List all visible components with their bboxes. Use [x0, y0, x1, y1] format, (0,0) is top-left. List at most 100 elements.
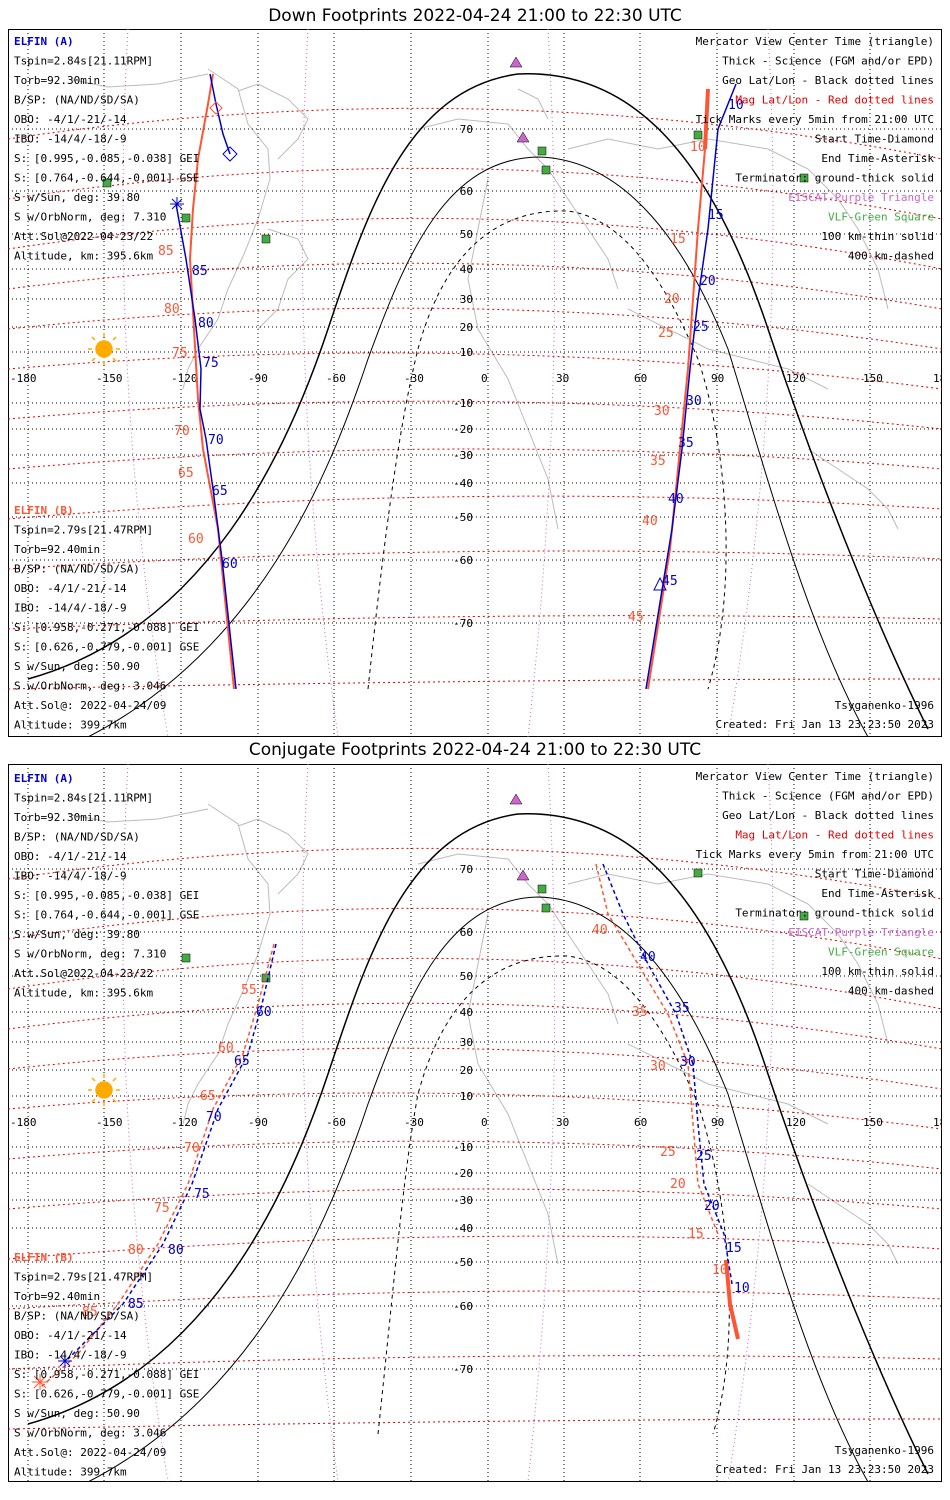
elfin-b-science-segment	[724, 1259, 740, 1340]
elfin-info-line: Tspin=2.84s[21.11RPM]	[14, 792, 153, 805]
lon-label: -120	[171, 372, 198, 385]
vlf-square	[541, 903, 551, 913]
vlf-square	[799, 911, 809, 921]
eiscat-triangle	[509, 56, 523, 68]
sun-icon	[88, 333, 120, 365]
lon-label: -180	[10, 372, 37, 385]
legend-item: Terminator: ground-thick solid	[735, 172, 934, 185]
elfin-info-line: IBO: -14/4/-18/-9	[14, 133, 127, 146]
elfin-a-info: ELFIN (A) Tspin=2.84s[21.11RPM] Torb=92.30…	[14, 772, 199, 1000]
model-name: Tsyganenko-1996	[835, 699, 934, 712]
lon-label: 0	[481, 1116, 488, 1129]
lat-label: 20	[460, 321, 473, 334]
lon-label: 120	[786, 372, 806, 385]
track-tick-label: 85	[158, 244, 174, 259]
track-tick-label: 40	[642, 514, 658, 529]
lon-label: 60	[634, 1116, 647, 1129]
legend-item: Tick Marks every 5min from 21:00 UTC	[696, 848, 934, 861]
lon-label: -60	[326, 1116, 346, 1129]
track-tick-label: 65	[200, 1089, 216, 1104]
lon-label: 180	[933, 372, 942, 385]
lon-labels: -180 -150 -120 -90 -60 -30 0 30 60 90 120 150 180	[10, 1116, 942, 1129]
start-end-markers	[32, 1354, 72, 1390]
elfin-info-line: S: [0.764,-0.644,-0.001] GSE	[14, 909, 199, 922]
track-tick-label: 30	[650, 1059, 666, 1074]
track-tick-label: 80	[128, 1243, 144, 1258]
model-name: Tsyganenko-1996	[835, 1444, 934, 1457]
track-b-labels: 85 80 75 70 65 60 10 15 20 25 30 35 40 45	[158, 140, 706, 625]
track-tick-label: 25	[696, 1149, 712, 1164]
panel-title: Down Footprints 2022-04-24 21:00 to 22:3…	[268, 6, 682, 26]
vlf-square	[799, 173, 809, 183]
track-tick-label: 80	[164, 302, 180, 317]
elfin-info-line: B/SP: (NA/ND/SD/SA)	[14, 831, 140, 844]
lon-label: 0	[481, 372, 488, 385]
mag-grid	[8, 847, 942, 1430]
elfin-info-line: Torb=92.40min	[14, 1290, 100, 1303]
lat-label: 50	[460, 970, 473, 983]
track-tick-label: 20	[670, 1177, 686, 1192]
elfin-info-line: Tspin=2.84s[21.11RPM]	[14, 55, 153, 68]
lat-label: -30	[453, 1194, 473, 1207]
elfin-info-line: S: [0.995,-0.085,-0.038] GEI	[14, 152, 199, 165]
terminator-ground	[27, 813, 929, 1475]
terminator	[27, 73, 929, 737]
conjugate-footprints-map: -180 -150 -120 -90 -60 -30 0 30 60 90 120 150 180 70…	[8, 764, 942, 1482]
lon-label: -60	[326, 372, 346, 385]
track-tick-label: 75	[194, 1187, 210, 1202]
track-tick-label: 60	[188, 532, 204, 547]
legend-item: EISCAT-Purple Triangle	[788, 926, 934, 939]
lon-label: 180	[933, 1116, 942, 1129]
lat-label: -20	[453, 1167, 473, 1180]
track-tick-label: 60	[256, 1005, 272, 1020]
track-tick-label: 55	[241, 983, 257, 998]
elfin-b-track	[39, 863, 719, 1389]
vlf-square	[181, 213, 191, 223]
created-date: Created: Fri Jan 13 23:23:50 2023	[715, 718, 934, 731]
lon-label: 150	[863, 372, 883, 385]
lat-label: 10	[460, 1090, 473, 1103]
lat-label: -50	[453, 1256, 473, 1269]
track-tick-label: 40	[592, 923, 608, 938]
elfin-info-line: Altitude: 399.7km	[14, 1466, 127, 1479]
track-tick-label: 70	[208, 433, 224, 448]
track-tick-label: 85	[82, 1305, 98, 1320]
track-tick-label: 30	[686, 394, 702, 409]
track-tick-label: 10	[728, 98, 744, 113]
lon-label: -30	[404, 372, 424, 385]
elfin-name: ELFIN (A)	[14, 35, 74, 48]
end-asterisk	[58, 1354, 72, 1368]
start-diamond	[209, 101, 223, 115]
lat-labels: 70 60 50 40 30 20 10 -10 -20 -30 -40 -50 -60 -70	[453, 863, 473, 1376]
elfin-a-track	[175, 73, 737, 690]
elfin-info-line: S: [0.626,-0.779,-0.001] GSE	[14, 1388, 199, 1401]
vlf-square	[693, 868, 703, 878]
lon-label: -90	[248, 1116, 268, 1129]
terminator-400km	[367, 210, 727, 690]
elfin-a-info: ELFIN (A) Tspin=2.84s[21.11RPM] Torb=92.30…	[14, 35, 199, 263]
end-asterisk	[32, 1374, 48, 1390]
lon-label: -30	[404, 1116, 424, 1129]
end-asterisk	[170, 197, 184, 211]
lat-label: 50	[460, 228, 473, 241]
elfin-info-line: Att.Sol@2022-04-23/22	[14, 967, 153, 980]
lat-label: -60	[453, 1300, 473, 1313]
start-end-markers	[170, 101, 667, 591]
track-tick-label: 75	[203, 356, 219, 371]
track-tick-label: 10	[734, 1281, 750, 1296]
lat-label: 60	[460, 926, 473, 939]
track-tick-label: 60	[218, 1041, 234, 1056]
legend-item: 400 km-dashed	[848, 985, 934, 998]
track-tick-label: 75	[154, 1201, 170, 1216]
eiscat-stations	[509, 56, 530, 143]
sun-icon	[88, 1074, 120, 1106]
vlf-square	[541, 165, 551, 175]
track-tick-label: 35	[674, 1001, 690, 1016]
elfin-info-line: S w/Sun, deg: 39.80	[14, 191, 140, 204]
track-tick-label: 15	[688, 1227, 704, 1242]
lon-label: 150	[863, 1116, 883, 1129]
elfin-info-line: S: [0.764,-0.644,-0.001] GSE	[14, 172, 199, 185]
track-tick-label: 45	[628, 610, 644, 625]
track-tick-label: 30	[654, 404, 670, 419]
